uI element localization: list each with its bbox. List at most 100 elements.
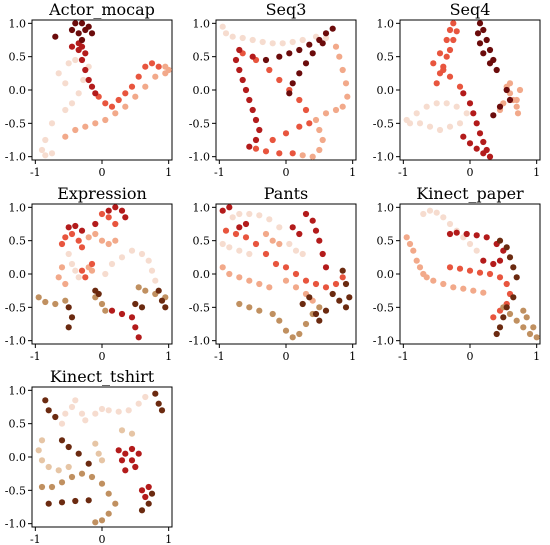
- data-point: [319, 136, 326, 144]
- data-point: [490, 314, 497, 321]
- data-point: [222, 227, 230, 234]
- data-point: [242, 234, 250, 241]
- data-point: [416, 264, 424, 271]
- data-point: [289, 224, 296, 231]
- data-point: [226, 270, 233, 278]
- data-point: [52, 413, 59, 421]
- data-point: [440, 66, 447, 74]
- data-point: [329, 290, 336, 298]
- data-point: [516, 86, 524, 94]
- data-point: [55, 274, 62, 281]
- data-point: [68, 473, 76, 481]
- data-point: [460, 133, 467, 140]
- data-point: [142, 493, 149, 501]
- data-point: [75, 46, 82, 54]
- data-point: [112, 220, 119, 228]
- data-point: [92, 220, 99, 228]
- data-point: [88, 267, 96, 274]
- data-point: [118, 310, 126, 318]
- data-point: [446, 73, 454, 80]
- data-point: [155, 287, 162, 294]
- y-tick-label: 0.0: [9, 84, 27, 97]
- data-point: [292, 270, 300, 278]
- x-tick-label: 1: [533, 350, 540, 363]
- data-point: [122, 214, 129, 221]
- data-point: [406, 240, 414, 248]
- series-6: [493, 237, 520, 338]
- data-point: [72, 222, 79, 230]
- y-tick-label: 1.0: [377, 17, 395, 30]
- series-1: [38, 56, 92, 159]
- series-2: [55, 230, 119, 288]
- data-point: [48, 483, 56, 491]
- data-point: [45, 463, 52, 471]
- data-point: [98, 517, 106, 524]
- data-point: [58, 479, 66, 486]
- data-point: [446, 220, 454, 228]
- data-point: [72, 56, 79, 64]
- y-tick-label: 0.5: [377, 235, 395, 248]
- data-point: [38, 146, 46, 154]
- data-point: [513, 274, 520, 281]
- data-point: [108, 103, 116, 110]
- data-point: [289, 80, 296, 87]
- series-2: [299, 43, 351, 160]
- data-point: [266, 66, 273, 74]
- series-1: [58, 393, 149, 427]
- data-point: [118, 457, 126, 464]
- data-point: [272, 260, 280, 268]
- data-point: [236, 210, 243, 218]
- data-point: [88, 473, 96, 481]
- data-point: [460, 285, 467, 292]
- data-point: [82, 274, 89, 281]
- data-point: [65, 463, 72, 471]
- y-tick-label: 0.5: [9, 51, 27, 64]
- y-tick-label: -0.5: [5, 484, 26, 497]
- y-tick-label: -0.5: [373, 301, 394, 314]
- data-point: [92, 230, 99, 238]
- series-4: [232, 46, 263, 150]
- data-point: [433, 100, 440, 107]
- data-point: [446, 264, 454, 271]
- data-point: [155, 63, 162, 70]
- data-point: [115, 447, 122, 454]
- data-point: [473, 120, 480, 127]
- series-3: [430, 20, 464, 90]
- data-point: [339, 103, 346, 110]
- data-point: [296, 330, 303, 338]
- data-point: [466, 140, 474, 147]
- data-point: [92, 440, 99, 447]
- data-point: [453, 103, 460, 110]
- data-point: [92, 120, 99, 127]
- data-point: [526, 330, 534, 338]
- chart-title: Actor_mocap: [48, 0, 155, 19]
- data-point: [52, 33, 59, 40]
- data-point: [85, 76, 92, 84]
- data-point: [322, 284, 330, 291]
- chart-panel-5: Pants -1 0 1 1.0 0.5 0.0 -0.5 -1.0: [189, 184, 357, 363]
- data-point: [68, 230, 76, 238]
- data-point: [262, 230, 270, 238]
- data-point: [269, 310, 276, 318]
- data-point: [135, 450, 142, 457]
- data-point: [68, 403, 76, 411]
- data-point: [152, 73, 159, 80]
- data-point: [309, 50, 316, 57]
- data-point: [62, 280, 69, 288]
- data-point: [466, 240, 474, 248]
- data-point: [256, 307, 263, 314]
- data-point: [236, 224, 243, 231]
- data-point: [142, 63, 149, 70]
- data-point: [158, 297, 166, 304]
- data-point: [105, 240, 112, 248]
- data-point: [158, 407, 166, 414]
- data-point: [62, 410, 69, 417]
- y-tick-label: -1.0: [373, 151, 394, 164]
- data-point: [282, 264, 290, 271]
- data-point: [292, 247, 300, 254]
- data-point: [88, 30, 96, 37]
- data-point: [302, 106, 310, 114]
- data-point: [62, 133, 69, 140]
- data-point: [38, 483, 46, 491]
